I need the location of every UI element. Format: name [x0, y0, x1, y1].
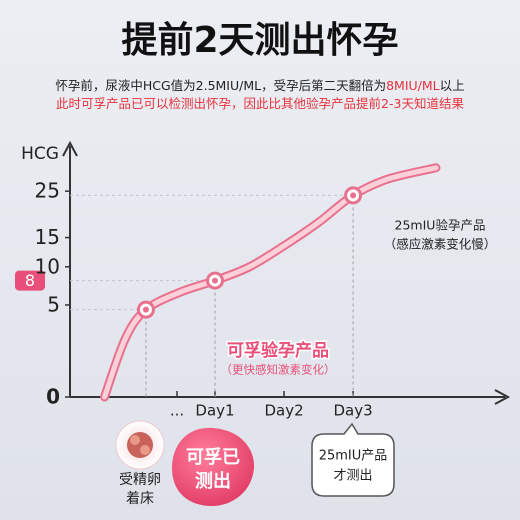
- callout-text: 才测出: [333, 469, 372, 484]
- x-tick-label: Day3: [334, 402, 373, 420]
- subtitle-part: 以上: [440, 78, 465, 93]
- subtitle-part: 此时可孚产品已可以检测出怀孕，因此比其他验孕产品提前2-3天知道结果: [56, 96, 464, 111]
- egg-icon: [130, 435, 140, 445]
- y-tick-label: 10: [35, 254, 60, 278]
- callout-text: 着床: [126, 491, 154, 507]
- point-center: [350, 192, 357, 199]
- x-axis-arrow: [494, 389, 511, 405]
- chart-title: 提前2天测出怀孕: [121, 20, 398, 61]
- speech-bubble: [311, 422, 395, 497]
- x-tick-label: Day1: [195, 402, 234, 420]
- egg-icon: [140, 445, 150, 455]
- y-tick-label: 5: [47, 292, 60, 316]
- highlight-blob: [172, 427, 255, 506]
- subtitle-part: 8MIU/ML: [386, 78, 440, 93]
- y-axis-arrow: [62, 140, 78, 157]
- x-tick-label: Day2: [264, 402, 303, 420]
- callout-text: 测出: [195, 470, 231, 492]
- y-tick-label: 0: [46, 385, 60, 409]
- point-center: [142, 306, 149, 313]
- point-center: [212, 277, 218, 284]
- subtitle-part: 怀孕前，尿液中HCG值为2.5MIU/ML，受孕后第二天翻倍为: [55, 78, 386, 93]
- callout-text: 可孚已: [186, 446, 240, 468]
- callout-text: 25mIU产品: [319, 449, 388, 464]
- y-axis-label: HCG: [21, 144, 59, 164]
- line-highlight: [102, 165, 439, 400]
- subtitle: 此时可孚产品已可以检测出怀孕，因此比其他验孕产品提前2-3天知道结果: [56, 96, 464, 111]
- annotation: （更快感知激素变化）: [221, 363, 336, 377]
- annotation: 可孚验孕产品: [227, 340, 329, 361]
- subtitle: 怀孕前，尿液中HCG值为2.5MIU/ML，受孕后第二天翻倍为8MIU/ML以上: [55, 78, 464, 93]
- x-tick-label: ...: [170, 402, 184, 420]
- highlight-tick-box: [15, 270, 45, 291]
- annotation: 25mIU验孕产品: [395, 218, 486, 233]
- y-tick-label: 8: [25, 271, 35, 290]
- annotation: （感应激素变化慢）: [384, 237, 497, 252]
- egg-icon: [127, 432, 153, 458]
- callout-text: 受精卵: [119, 472, 161, 488]
- y-tick-label: 25: [35, 179, 60, 203]
- y-tick-label: 15: [35, 225, 60, 249]
